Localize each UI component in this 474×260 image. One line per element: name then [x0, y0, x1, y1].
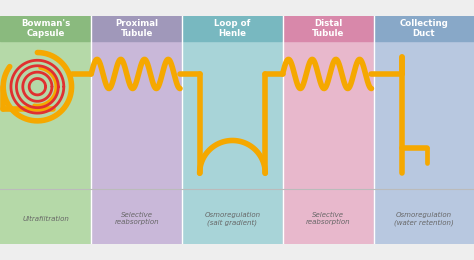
Bar	[283, 16, 374, 41]
Text: Collecting
Duct: Collecting Duct	[400, 19, 448, 38]
Bar	[91, 16, 182, 41]
Bar	[182, 16, 283, 41]
Text: Osmoregulation
(water retention): Osmoregulation (water retention)	[394, 212, 454, 226]
Text: Selective
reabsorption: Selective reabsorption	[306, 212, 350, 225]
Text: Selective
reabsorption: Selective reabsorption	[114, 212, 159, 225]
Bar	[0, 41, 91, 244]
Bar	[283, 41, 374, 244]
Bar	[0, 16, 91, 41]
Bar	[374, 16, 474, 41]
Bar	[182, 41, 283, 244]
Bar	[374, 41, 474, 244]
Bar	[91, 41, 182, 244]
Text: Osmoregulation
(salt gradient): Osmoregulation (salt gradient)	[204, 212, 261, 226]
Text: Ultrafiltration: Ultrafiltration	[22, 216, 69, 222]
Text: Proximal
Tubule: Proximal Tubule	[115, 19, 158, 38]
Text: Loop of
Henle: Loop of Henle	[214, 19, 251, 38]
Text: Distal
Tubule: Distal Tubule	[312, 19, 344, 38]
Text: Bowman's
Capsule: Bowman's Capsule	[21, 19, 70, 38]
